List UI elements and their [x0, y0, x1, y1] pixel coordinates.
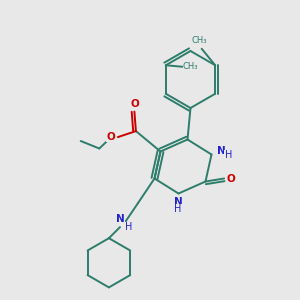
Text: N: N — [173, 197, 182, 207]
Text: CH₃: CH₃ — [191, 36, 207, 45]
Text: H: H — [225, 150, 232, 161]
Text: H: H — [174, 204, 182, 214]
Text: O: O — [107, 131, 116, 142]
Text: H: H — [125, 222, 133, 232]
Text: N: N — [217, 146, 226, 156]
Text: N: N — [116, 214, 124, 224]
Text: CH₃: CH₃ — [183, 62, 199, 71]
Text: O: O — [130, 99, 139, 109]
Text: O: O — [226, 173, 235, 184]
